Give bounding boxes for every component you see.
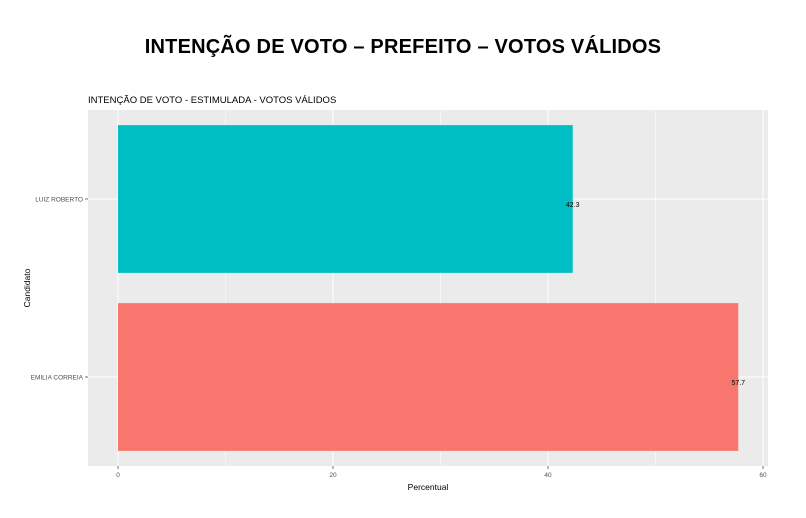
y-tick-label: EMILIA CORREIA [31,374,84,381]
y-axis-title: Candidato [22,268,32,307]
chart-title: INTENÇÃO DE VOTO - ESTIMULADA - VOTOS VÁ… [88,95,336,106]
x-tick-label: 60 [759,472,767,479]
bar-luiz-roberto [118,125,573,273]
data-labels-group: 57.7 42.3 [566,202,745,387]
x-tick-label: 0 [116,472,120,479]
page-title: INTENÇÃO DE VOTO – PREFEITO – VOTOS VÁLI… [144,36,662,58]
y-axis: EMILIA CORREIA LUIZ ROBERTO [31,196,88,381]
y-tick-label: LUIZ ROBERTO [35,196,83,203]
x-axis: 0 20 40 60 [116,466,767,479]
x-axis-title: Percentual [408,482,449,492]
data-label: 42.3 [566,202,580,209]
bar-emilia-correia [118,303,739,451]
bars-group [118,125,739,451]
x-tick-label: 20 [329,472,337,479]
x-tick-label: 40 [544,472,552,479]
data-label: 57.7 [731,380,745,387]
